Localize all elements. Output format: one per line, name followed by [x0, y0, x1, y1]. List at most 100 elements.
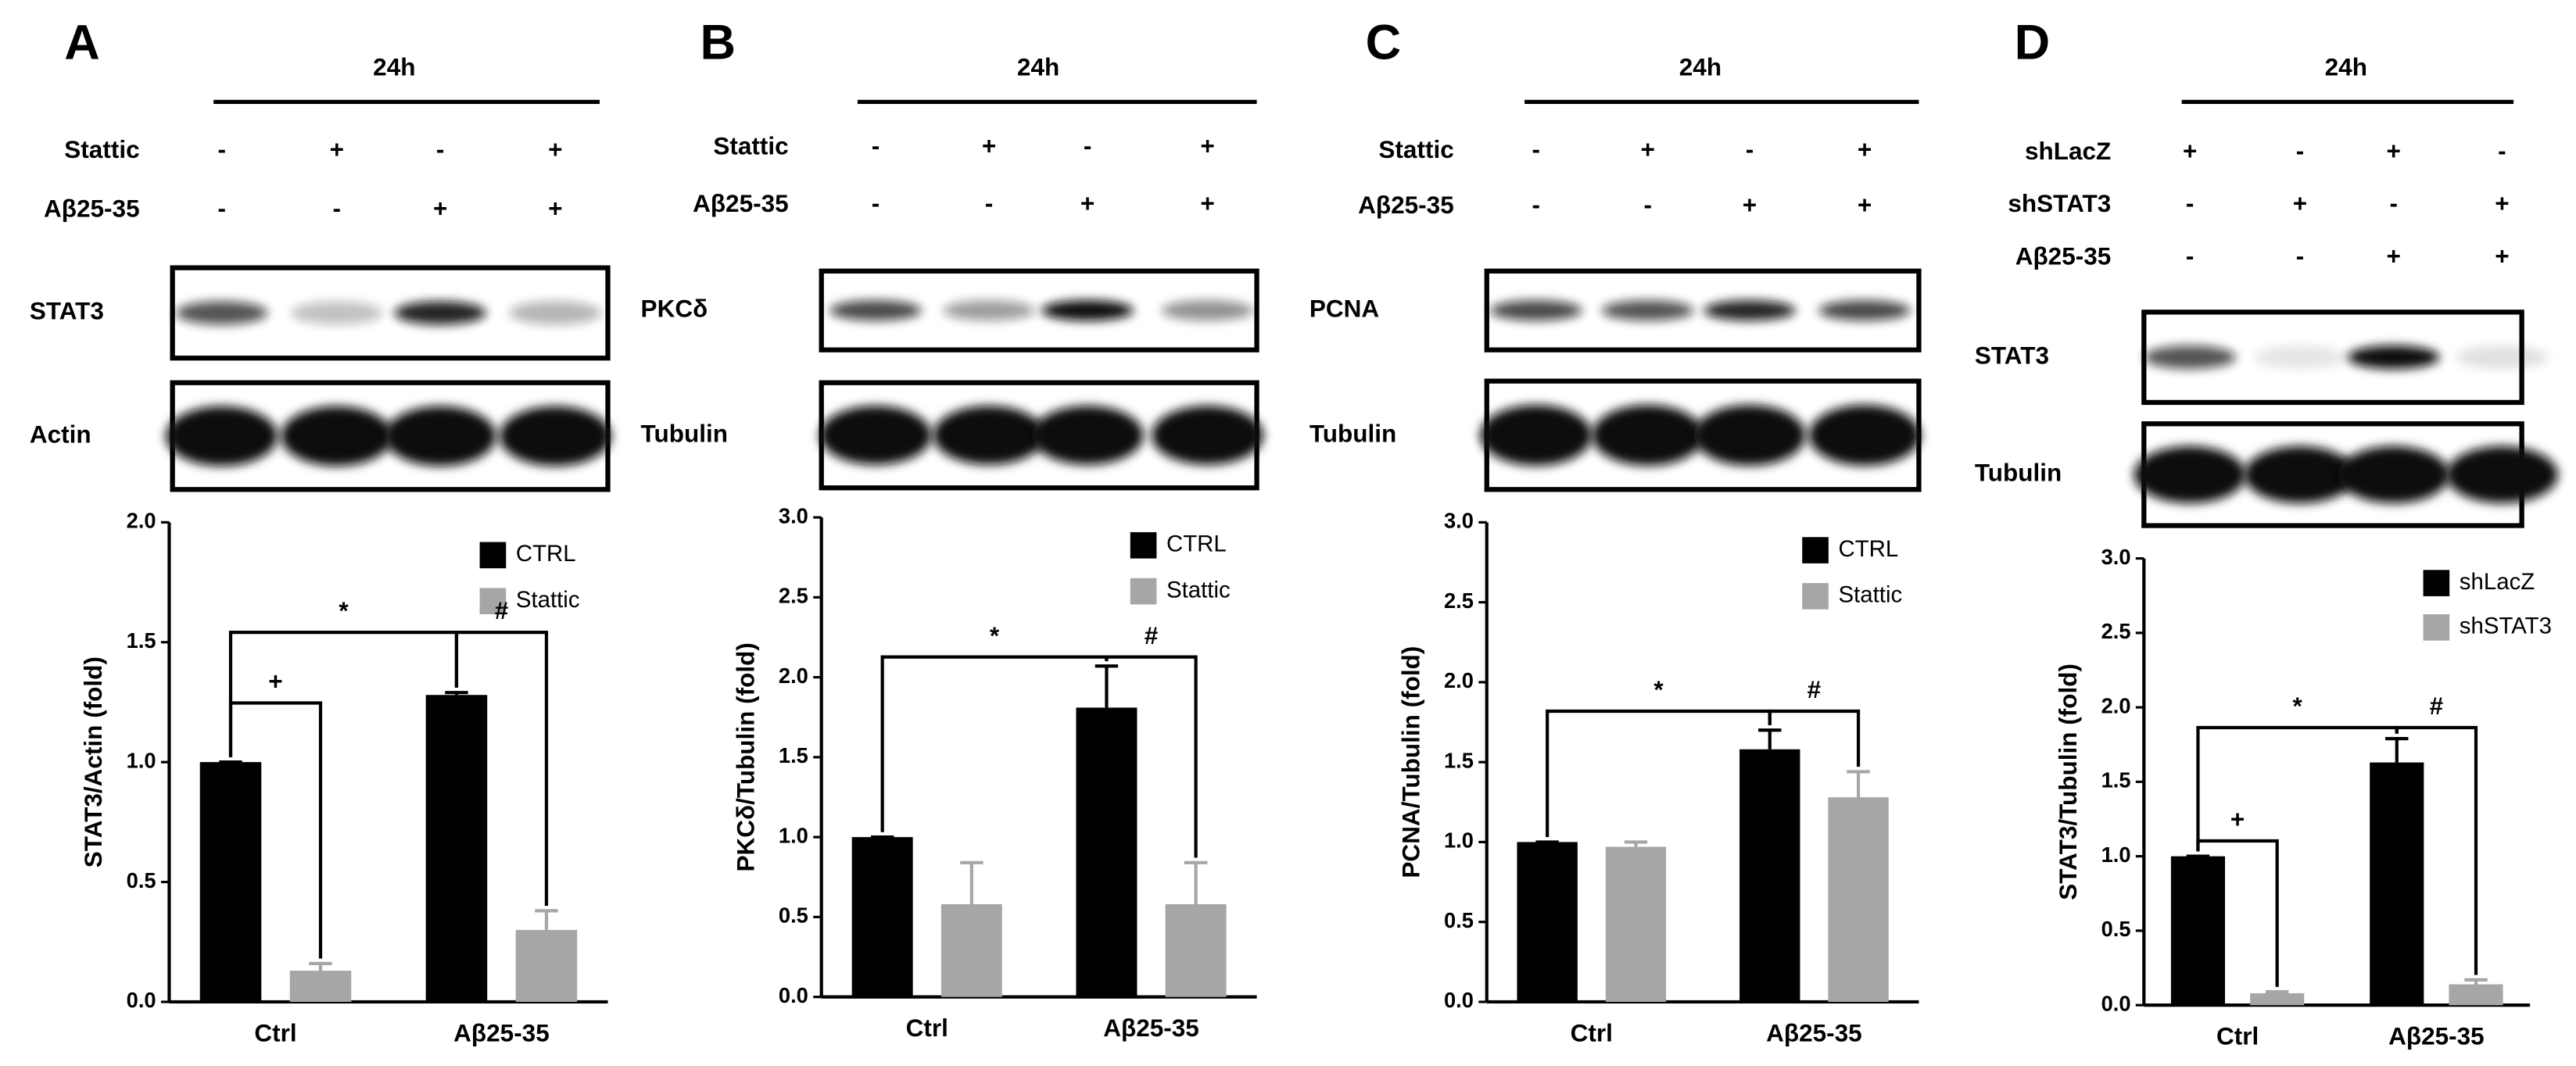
error-bar — [1095, 664, 1119, 708]
panel-label: D — [2015, 16, 2051, 70]
condition-sign: + — [982, 132, 996, 160]
significance-bracket — [2196, 725, 2399, 852]
condition-label: Aβ25-35 — [44, 194, 140, 222]
condition-sign: + — [1200, 189, 1214, 217]
legend-label: CTRL — [516, 541, 576, 567]
condition-sign: + — [548, 135, 562, 163]
blot-band — [943, 300, 1035, 321]
blot-band — [1818, 300, 1911, 321]
blot-band — [1592, 405, 1704, 466]
condition-sign: + — [1200, 132, 1214, 160]
blot-label: STAT3 — [30, 297, 104, 325]
significance-bracket — [2196, 839, 2279, 987]
bar — [1605, 846, 1667, 1002]
legend-label: CTRL — [1166, 531, 1227, 557]
blot-band — [509, 301, 602, 325]
condition-sign: + — [2293, 189, 2307, 217]
condition-sign: - — [2389, 189, 2398, 217]
y-tick-label: 1.0 — [779, 823, 808, 847]
significance-bracket — [228, 701, 323, 959]
y-tick-label: 0.0 — [127, 988, 156, 1012]
y-tick-label: 0.0 — [2101, 991, 2131, 1015]
condition-label: Aβ25-35 — [1358, 191, 1454, 219]
condition-sign: + — [1743, 191, 1757, 219]
error-bar — [535, 909, 558, 930]
condition-label: Aβ25-35 — [2015, 241, 2112, 270]
condition-sign: - — [217, 135, 226, 163]
condition-sign: + — [1858, 135, 1872, 163]
legend-label: CTRL — [1838, 536, 1898, 562]
condition-sign: - — [985, 189, 994, 217]
time-label: 24h — [1017, 53, 1059, 81]
time-label: 24h — [373, 53, 415, 81]
bar — [199, 762, 262, 1002]
bar — [940, 904, 1002, 997]
blot-band — [394, 301, 487, 325]
condition-sign: - — [333, 194, 341, 222]
y-tick-label: 2.0 — [2101, 693, 2131, 717]
condition-sign: - — [2186, 189, 2194, 217]
significance-mark: * — [2292, 692, 2302, 720]
x-tick-label: Ctrl — [906, 1014, 948, 1042]
y-tick-label: 3.0 — [1444, 509, 1474, 533]
y-tick-label: 1.5 — [2101, 768, 2131, 792]
time-label: 24h — [1679, 53, 1722, 81]
legend-label: shLacZ — [2460, 569, 2535, 595]
significance-bracket — [880, 655, 1109, 832]
condition-sign: - — [436, 135, 445, 163]
y-tick-label: 0.0 — [1444, 988, 1474, 1012]
condition-sign: - — [217, 194, 226, 222]
blot-band — [933, 406, 1045, 465]
blot-label: Tubulin — [1309, 419, 1396, 447]
panel-label: B — [700, 16, 736, 70]
error-bar — [1624, 840, 1648, 847]
error-bar — [2265, 989, 2289, 994]
bar — [1828, 797, 1889, 1002]
blot-band — [819, 406, 932, 465]
y-tick-label: 2.0 — [127, 509, 156, 533]
y-tick-label: 2.5 — [1444, 588, 1474, 613]
condition-sign: + — [1641, 135, 1655, 163]
condition-label: shLacZ — [2025, 137, 2111, 165]
legend-swatch — [1802, 583, 1829, 610]
y-tick-label: 0.5 — [779, 903, 808, 928]
condition-sign: + — [2495, 189, 2509, 217]
y-tick-label: 1.5 — [127, 628, 156, 653]
condition-sign: - — [2296, 137, 2305, 165]
legend-label: Stattic — [1838, 582, 1902, 608]
bar — [1076, 707, 1138, 997]
significance-mark: * — [1653, 675, 1664, 703]
bar — [2370, 762, 2424, 1006]
y-tick-label: 1.0 — [127, 748, 156, 772]
legend-swatch — [1130, 578, 1157, 605]
y-tick-label: 3.0 — [779, 503, 808, 528]
blot-band — [384, 406, 496, 467]
error-bar — [1184, 860, 1208, 905]
error-bar — [960, 860, 983, 905]
y-tick-label: 2.0 — [779, 664, 808, 688]
condition-sign: + — [2183, 137, 2197, 165]
blot-label: Actin — [30, 420, 91, 448]
time-label: 24h — [2325, 53, 2367, 81]
condition-sign: + — [1080, 189, 1095, 217]
significance-mark: # — [495, 596, 509, 624]
bar — [289, 971, 352, 1002]
condition-sign: - — [872, 132, 880, 160]
significance-bracket — [1768, 709, 1861, 767]
significance-mark: * — [339, 596, 349, 624]
blot-band — [1489, 300, 1582, 321]
condition-sign: + — [548, 194, 562, 222]
y-tick-label: 1.5 — [1444, 748, 1474, 772]
blot-label: Tubulin — [641, 419, 728, 447]
condition-label: Stattic — [713, 132, 788, 160]
bar — [515, 929, 578, 1002]
y-axis-label: STAT3/Actin (fold) — [79, 656, 107, 867]
blot-band — [1161, 300, 1254, 321]
y-axis-label: PKCδ/Tubulin (fold) — [731, 642, 759, 871]
blot-band — [2244, 445, 2356, 503]
y-tick-label: 1.5 — [779, 743, 808, 767]
x-tick-label: Aβ25-35 — [1103, 1014, 1199, 1042]
error-bar — [445, 691, 468, 696]
y-tick-label: 1.0 — [2101, 842, 2131, 867]
